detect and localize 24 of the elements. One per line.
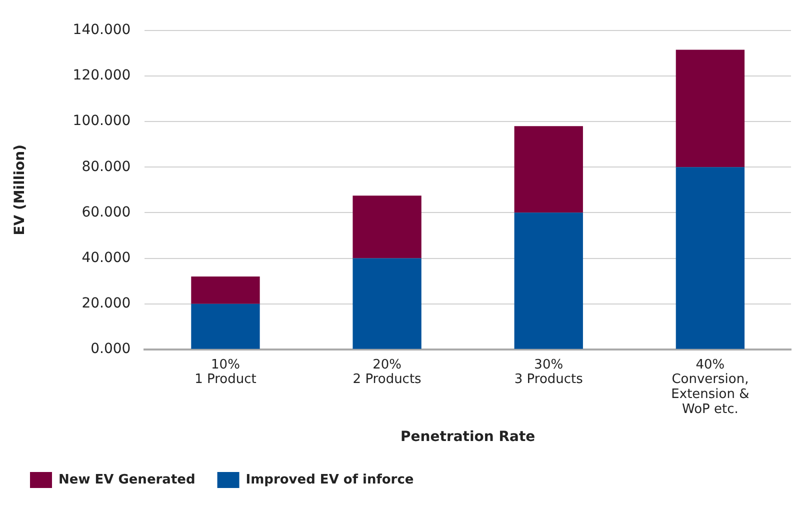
legend-label: Improved EV of inforce: [246, 472, 414, 488]
y-tick-label: 20.000: [82, 295, 131, 312]
y-tick-label: 100.000: [72, 113, 131, 130]
y-tick-label: 140.000: [72, 22, 131, 38]
y-tick-label: 40.000: [82, 250, 131, 266]
bar: [514, 126, 583, 213]
y-tick-label: 80.000: [82, 158, 131, 175]
y-tick-label: 60.000: [82, 204, 131, 220]
bar: [352, 196, 422, 258]
x-tick-label: 10% 1 Product: [194, 357, 256, 388]
y-tick-label: 0.000: [90, 341, 131, 358]
bar: [676, 50, 745, 168]
legend-label: New EV Generated: [58, 472, 196, 488]
bar: [676, 167, 745, 349]
y-tick-label: 120.000: [72, 68, 131, 84]
bar: [191, 304, 260, 349]
bar: [191, 276, 260, 304]
x-tick-label: 30% 3 Products: [514, 357, 584, 388]
bar: [352, 258, 422, 349]
x-tick-label: 40% Conversion, Extension & WoP etc.: [671, 357, 750, 418]
y-axis-title: EV (Million): [12, 144, 28, 236]
x-axis-title: Penetration Rate: [400, 429, 536, 446]
bar: [514, 212, 583, 349]
x-tick-label: 20% 2 Products: [352, 357, 422, 388]
